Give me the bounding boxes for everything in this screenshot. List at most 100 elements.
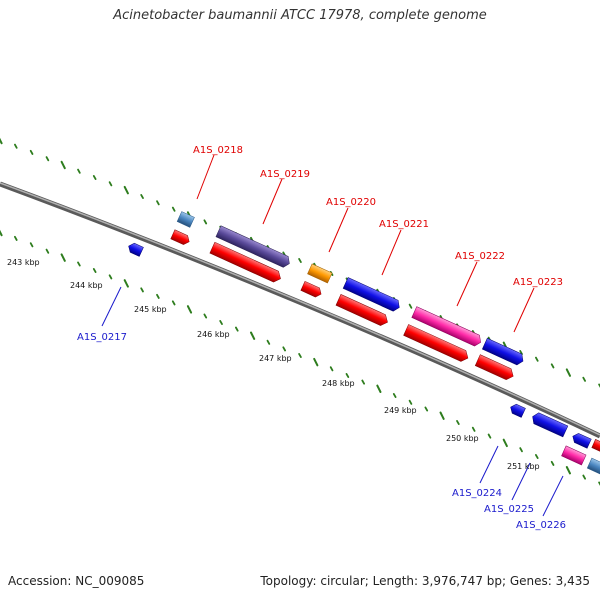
tick-mark bbox=[186, 305, 193, 314]
leader-a1s-0224 bbox=[479, 445, 499, 484]
tick-mark bbox=[282, 346, 287, 352]
tick-mark bbox=[266, 339, 271, 345]
tick-mark bbox=[408, 303, 413, 309]
leader-a1s-0218 bbox=[196, 154, 215, 200]
gene-red-0221[interactable] bbox=[335, 294, 390, 327]
tick-mark bbox=[424, 406, 429, 412]
map-title: Acinetobacter baumannii ATCC 17978, comp… bbox=[113, 8, 487, 23]
tick-mark bbox=[250, 331, 256, 340]
tick-mark bbox=[45, 156, 50, 162]
tick-mark bbox=[0, 137, 3, 145]
lower-tick-track bbox=[0, 229, 600, 486]
gene-red-0219[interactable] bbox=[209, 241, 283, 284]
label-a1s-0223: A1S_0223 bbox=[513, 277, 563, 288]
leader-a1s-0221 bbox=[381, 229, 402, 276]
tick-mark bbox=[140, 193, 144, 200]
gene-a1s-0219[interactable] bbox=[215, 225, 292, 269]
scale-label-244: 244 kbp bbox=[70, 281, 103, 290]
tick-mark bbox=[203, 219, 208, 225]
label-a1s-0219: A1S_0219 bbox=[260, 169, 310, 180]
tick-mark bbox=[156, 293, 160, 299]
topology-text: Topology: circular; Length: 3,976,747 bp… bbox=[260, 574, 590, 588]
tick-mark bbox=[439, 411, 445, 420]
leader-a1s-0222 bbox=[456, 261, 478, 307]
tick-mark bbox=[60, 253, 66, 262]
tick-mark bbox=[140, 287, 144, 293]
gene-a1s-0220[interactable] bbox=[307, 263, 333, 284]
gene-red-0223[interactable] bbox=[474, 354, 515, 382]
tick-mark bbox=[29, 149, 34, 155]
tick-mark bbox=[519, 349, 523, 356]
tick-mark bbox=[519, 447, 523, 453]
tick-mark bbox=[361, 379, 366, 385]
label-a1s-0221: A1S_0221 bbox=[379, 219, 429, 230]
gene-a1s-0223[interactable] bbox=[481, 337, 525, 366]
tick-mark bbox=[565, 368, 571, 377]
scale-label-243: 243 kbp bbox=[7, 258, 40, 267]
tick-mark bbox=[108, 274, 113, 280]
gene-a1s-0225[interactable] bbox=[571, 432, 592, 449]
scale-label-250: 250 kbp bbox=[446, 434, 479, 443]
gene-red-0218[interactable] bbox=[170, 229, 192, 247]
label-a1s-0225: A1S_0225 bbox=[484, 504, 534, 515]
tick-mark bbox=[171, 206, 176, 212]
gene-a1s-0221[interactable] bbox=[342, 277, 402, 313]
gene-red-0222[interactable] bbox=[403, 324, 471, 363]
gene-blue-0224b[interactable] bbox=[530, 411, 569, 438]
tick-mark bbox=[392, 392, 397, 399]
leader-a1s-0220 bbox=[328, 207, 349, 253]
gene-red-0220[interactable] bbox=[300, 280, 323, 298]
accession-text: Accession: NC_009085 bbox=[8, 574, 145, 588]
tick-mark bbox=[92, 267, 97, 274]
leader-a1s-0219 bbox=[262, 178, 283, 225]
tick-mark bbox=[60, 160, 66, 170]
tick-mark bbox=[156, 200, 160, 206]
tick-mark bbox=[550, 363, 555, 369]
tick-mark bbox=[329, 366, 334, 372]
tick-mark bbox=[345, 372, 350, 379]
tick-mark bbox=[0, 229, 3, 237]
leader-a1s-0223 bbox=[513, 287, 535, 333]
label-a1s-0222: A1S_0222 bbox=[455, 251, 505, 262]
tick-mark bbox=[92, 174, 97, 181]
scale-label-251: 251 kbp bbox=[507, 462, 540, 471]
tick-mark bbox=[471, 426, 476, 432]
label-a1s-0220: A1S_0220 bbox=[326, 197, 376, 208]
tick-mark bbox=[535, 453, 539, 460]
tick-mark bbox=[456, 419, 460, 426]
label-a1s-0218: A1S_0218 bbox=[193, 145, 243, 156]
scale-label-248: 248 kbp bbox=[322, 379, 355, 388]
tick-mark bbox=[376, 384, 382, 393]
tick-mark bbox=[13, 143, 18, 149]
tick-mark bbox=[582, 376, 586, 382]
tick-mark bbox=[502, 438, 508, 448]
tick-mark bbox=[123, 279, 129, 288]
scale-label-246: 246 kbp bbox=[197, 330, 230, 339]
tick-mark bbox=[219, 319, 223, 326]
genome-backbone-highlight bbox=[0, 182, 600, 436]
scale-label-249: 249 kbp bbox=[384, 406, 417, 415]
tick-mark bbox=[29, 242, 34, 248]
label-a1s-0224: A1S_0224 bbox=[452, 488, 502, 499]
gene-a1s-0224[interactable] bbox=[509, 403, 526, 418]
tick-mark bbox=[13, 235, 18, 241]
tick-mark bbox=[234, 326, 239, 332]
gene-red-edge[interactable] bbox=[591, 439, 600, 453]
tick-mark bbox=[171, 300, 176, 306]
tick-mark bbox=[108, 181, 113, 187]
gene-a1s-0222[interactable] bbox=[411, 306, 483, 348]
gene-a1s-0218[interactable] bbox=[176, 211, 195, 228]
gene-a1s-0217[interactable] bbox=[127, 242, 144, 257]
tick-mark bbox=[598, 481, 600, 486]
tick-mark bbox=[408, 399, 413, 405]
tick-mark bbox=[123, 185, 129, 195]
scale-label-247: 247 kbp bbox=[259, 354, 292, 363]
label-a1s-0226: A1S_0226 bbox=[516, 520, 566, 531]
tick-mark bbox=[298, 257, 302, 264]
genome-backbone bbox=[0, 181, 600, 439]
gene-steel-edge[interactable] bbox=[586, 457, 600, 476]
leader-a1s-0226 bbox=[542, 475, 564, 517]
scale-label-245: 245 kbp bbox=[134, 305, 167, 314]
gene-a1s-0226[interactable] bbox=[561, 445, 587, 466]
leader-a1s-0225 bbox=[511, 462, 531, 501]
